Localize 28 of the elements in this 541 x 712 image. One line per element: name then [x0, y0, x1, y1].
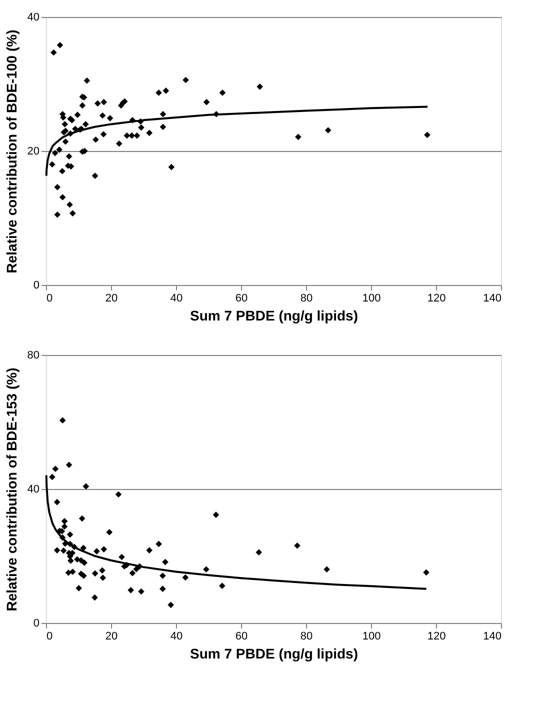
y-axis-title: Relative contribution of BDE-100 (%)	[3, 30, 20, 274]
x-tick-label: 80	[300, 292, 313, 304]
x-tick-label: 80	[300, 630, 313, 642]
x-tick-label: 100	[362, 292, 381, 304]
x-tick-label: 140	[483, 292, 502, 304]
x-tick-label: 0	[46, 292, 53, 304]
x-axis-title: Sum 7 PBDE (ng/g lipids)	[190, 308, 358, 324]
y-tick-label: 80	[27, 350, 40, 362]
y-tick-label: 0	[33, 618, 40, 630]
y-tick-label: 40	[27, 484, 40, 496]
x-axis-title: Sum 7 PBDE (ng/g lipids)	[190, 646, 358, 662]
line-series	[45, 474, 428, 590]
x-tick-label: 40	[170, 630, 183, 642]
y-tick-label: 40	[27, 12, 40, 24]
x-tick-label: 60	[235, 292, 248, 304]
x-tick-label: 0	[46, 630, 53, 642]
x-tick-label: 60	[235, 630, 248, 642]
y-tick-label: 20	[27, 146, 40, 158]
x-tick-label: 140	[483, 630, 502, 642]
y-axis-title: Relative contribution of BDE-153 (%)	[3, 368, 20, 612]
line-series	[45, 106, 429, 177]
x-tick-label: 120	[427, 292, 446, 304]
x-tick-label: 20	[105, 292, 118, 304]
x-tick-label: 120	[427, 630, 446, 642]
x-tick-label: 20	[105, 630, 118, 642]
x-tick-label: 40	[170, 292, 183, 304]
x-tick-label: 100	[362, 630, 381, 642]
y-tick-label: 0	[33, 280, 40, 292]
